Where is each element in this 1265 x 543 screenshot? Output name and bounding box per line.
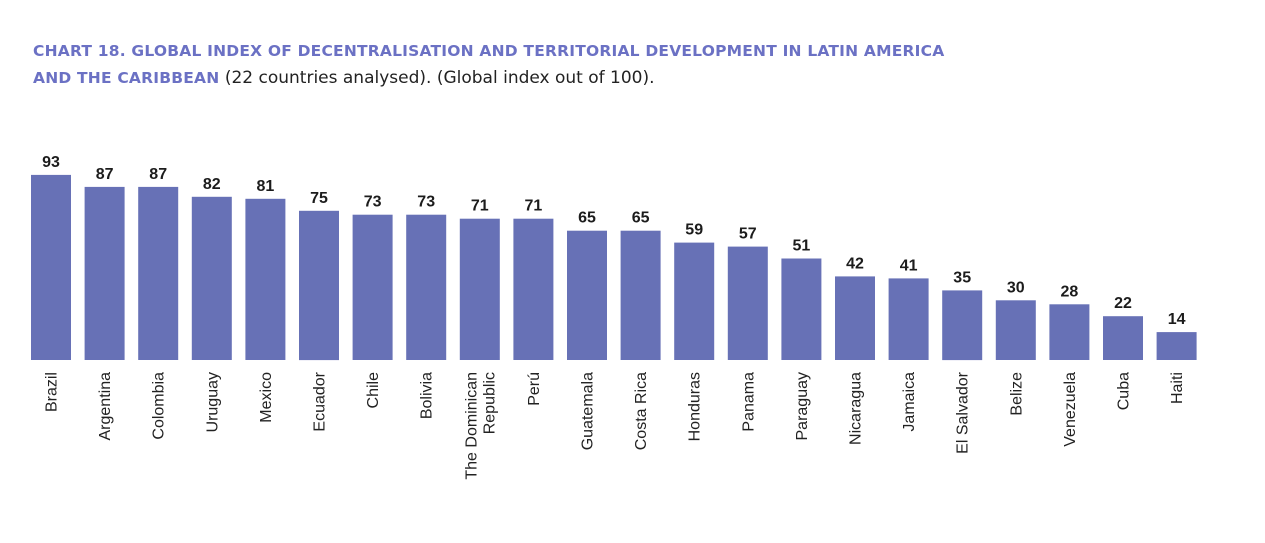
category-label-line: Jamaica xyxy=(901,372,918,432)
value-label-cuba: 22 xyxy=(1114,295,1132,312)
value-label-paraguay: 51 xyxy=(793,238,811,255)
category-label-line: Ecuador xyxy=(312,371,329,431)
bar-the-dominican-republic xyxy=(459,218,500,360)
category-label-line: Honduras xyxy=(687,372,704,441)
bar-guatemala xyxy=(567,230,607,360)
category-label-belize: Belize xyxy=(1008,372,1025,416)
bar-uruguay xyxy=(191,196,232,360)
bars-group xyxy=(31,174,1197,361)
bar-haiti xyxy=(1156,332,1197,360)
value-label-el-salvador: 35 xyxy=(953,269,971,286)
category-label-line: Chile xyxy=(365,372,382,409)
category-label-uruguay: Uruguay xyxy=(204,372,221,432)
value-label-uruguay: 82 xyxy=(203,176,221,193)
category-label-line: Costa Rica xyxy=(633,372,650,450)
category-label-line: El Salvador xyxy=(955,371,972,453)
value-label-bolivia: 73 xyxy=(417,194,435,211)
chart-title-line-1: CHART 18. GLOBAL INDEX OF DECENTRALISATI… xyxy=(33,38,1233,65)
category-label-paraguay: Paraguay xyxy=(794,372,811,441)
bar-panama xyxy=(727,246,768,360)
category-label-mexico: Mexico xyxy=(258,372,275,423)
category-label-line: Republic xyxy=(481,372,498,434)
category-label-brazil: Brazil xyxy=(44,372,61,412)
category-label-colombia: Colombia xyxy=(151,372,168,440)
value-label-belize: 30 xyxy=(1007,279,1025,296)
bar-el-salvador xyxy=(942,290,983,361)
category-label-line: The Dominican xyxy=(463,372,480,480)
category-label-panama: Panama xyxy=(740,372,757,432)
category-label-line: Panama xyxy=(740,372,757,432)
bar-per xyxy=(513,218,554,360)
bar-bolivia xyxy=(406,214,447,360)
value-label-honduras: 59 xyxy=(685,222,703,239)
bar-costa-rica xyxy=(620,230,661,360)
bar-chile xyxy=(352,214,393,360)
category-label-chile: Chile xyxy=(365,372,382,409)
category-label-line: Colombia xyxy=(151,372,168,440)
value-label-argentina: 87 xyxy=(96,166,114,183)
chart-title-bold-continued: AND THE CARIBBEAN xyxy=(33,69,220,87)
category-labels-group: Brazil Argentina Colombia Uruguay Mexico Ecua… xyxy=(44,371,1187,479)
category-label-line: Brazil xyxy=(44,372,61,412)
category-label-cuba: Cuba xyxy=(1116,372,1133,410)
value-label-costa-rica: 65 xyxy=(632,210,650,227)
bar-paraguay xyxy=(781,258,822,360)
category-label-line: Cuba xyxy=(1116,372,1133,410)
category-label-el-salvador: El Salvador xyxy=(955,371,972,453)
category-label-bolivia: Bolivia xyxy=(419,372,436,419)
value-label-per: 71 xyxy=(525,198,543,215)
category-label-line: Belize xyxy=(1008,372,1025,416)
bar-argentina xyxy=(84,186,125,360)
category-label-line: Mexico xyxy=(258,372,275,423)
chart-title-line-2: AND THE CARIBBEAN (22 countries analysed… xyxy=(33,65,1233,92)
category-label-line: Nicaragua xyxy=(848,372,865,445)
category-label-honduras: Honduras xyxy=(687,372,704,441)
bar-cuba xyxy=(1103,316,1143,360)
category-label-line: Bolivia xyxy=(419,372,436,419)
bar-jamaica xyxy=(888,278,929,360)
value-label-venezuela: 28 xyxy=(1061,283,1079,300)
category-label-guatemala: Guatemala xyxy=(580,372,597,450)
value-label-mexico: 81 xyxy=(257,178,275,195)
bar-nicaragua xyxy=(835,276,875,360)
category-label-haiti: Haiti xyxy=(1169,372,1186,404)
category-label-per: Perú xyxy=(526,372,543,406)
category-label-line: Argentina xyxy=(97,372,114,441)
category-label-line: Venezuela xyxy=(1062,372,1079,447)
bar-honduras xyxy=(674,242,715,360)
chart-title: CHART 18. GLOBAL INDEX OF DECENTRALISATI… xyxy=(33,38,1233,92)
value-label-panama: 57 xyxy=(739,226,757,243)
category-label-nicaragua: Nicaragua xyxy=(848,372,865,445)
value-label-ecuador: 75 xyxy=(310,190,328,207)
chart-title-bold: CHART 18. GLOBAL INDEX OF DECENTRALISATI… xyxy=(33,42,945,60)
category-label-line: Haiti xyxy=(1169,372,1186,404)
value-label-the-dominican-republic: 71 xyxy=(471,198,489,215)
value-label-guatemala: 65 xyxy=(578,210,596,227)
category-label-line: Guatemala xyxy=(580,372,597,450)
bar-venezuela xyxy=(1049,304,1090,360)
category-label-ecuador: Ecuador xyxy=(312,371,329,431)
category-label-venezuela: Venezuela xyxy=(1062,372,1079,447)
value-label-jamaica: 41 xyxy=(900,257,918,274)
bar-brazil xyxy=(31,174,71,360)
value-label-brazil: 93 xyxy=(42,154,60,171)
chart-subtitle: (22 countries analysed). (Global index o… xyxy=(219,68,655,88)
bar-belize xyxy=(995,300,1036,360)
category-label-costa-rica: Costa Rica xyxy=(633,372,650,450)
category-label-line: Uruguay xyxy=(204,372,221,432)
bar-mexico xyxy=(245,198,286,360)
bar-ecuador xyxy=(299,210,339,361)
value-label-haiti: 14 xyxy=(1168,311,1186,328)
value-label-colombia: 87 xyxy=(149,166,167,183)
bar-colombia xyxy=(138,186,179,360)
category-label-argentina: Argentina xyxy=(97,372,114,441)
category-label-jamaica: Jamaica xyxy=(901,372,918,432)
value-label-nicaragua: 42 xyxy=(846,255,864,272)
value-label-chile: 73 xyxy=(364,194,382,211)
category-label-line: Paraguay xyxy=(794,372,811,441)
value-labels-group: 93 87 87 82 81 75 73 73 71 71 65 65 59 57 51 42 41 35 30 28… xyxy=(42,154,1185,328)
category-label-the-dominican-republic: The DominicanRepublic xyxy=(463,372,498,480)
category-label-line: Perú xyxy=(526,372,543,406)
